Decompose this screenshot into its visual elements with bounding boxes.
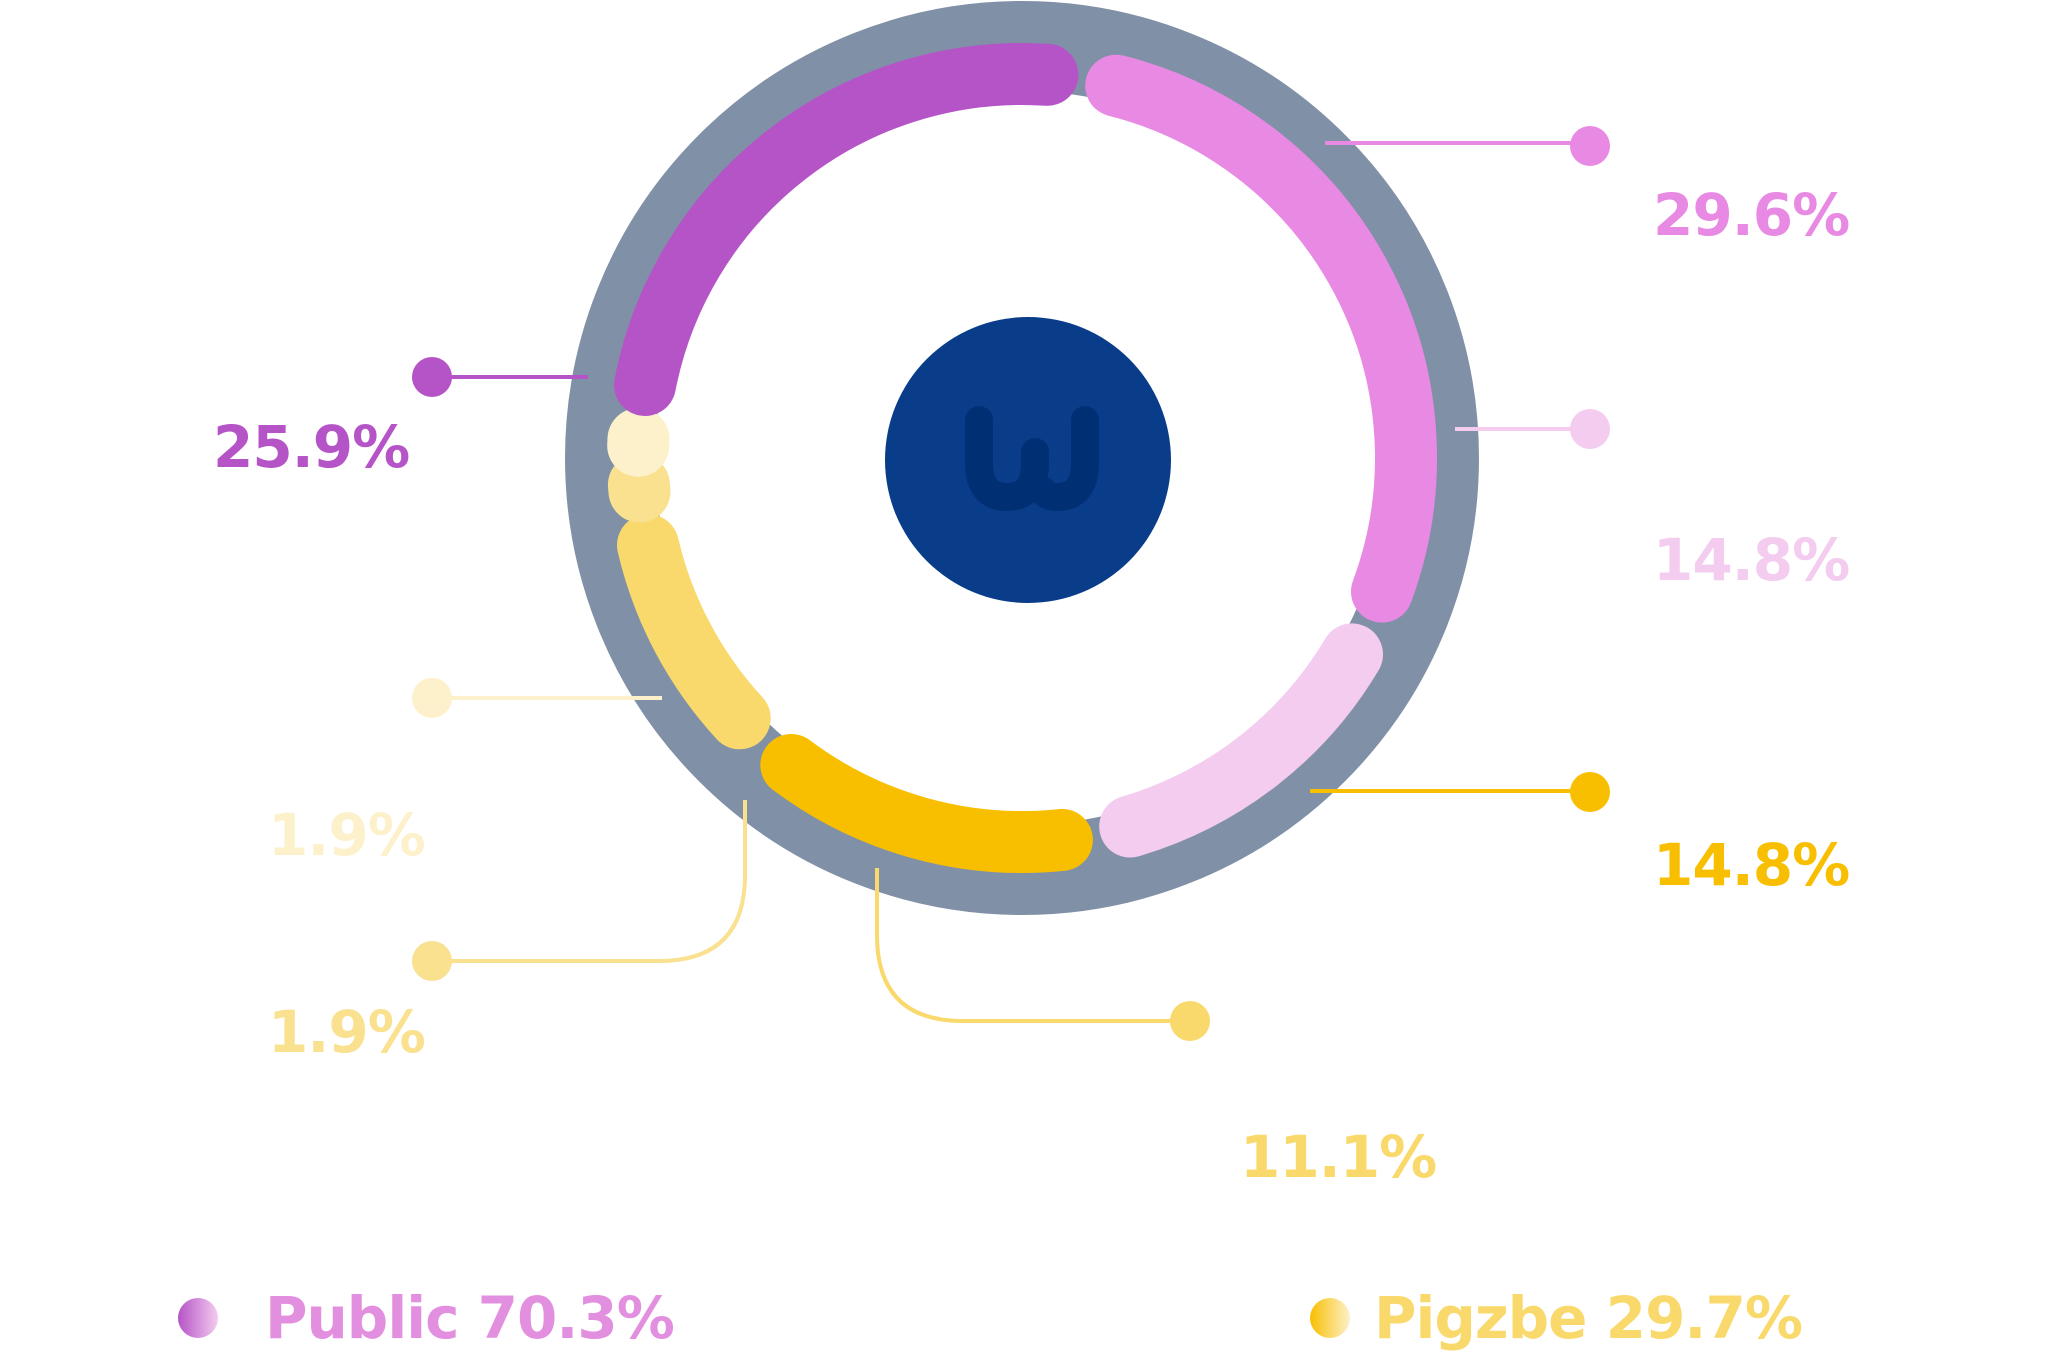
dot-14-8-gold bbox=[1570, 772, 1610, 812]
leader-11-1 bbox=[875, 868, 1190, 1023]
legend-public-label: Public 70.3% bbox=[265, 1284, 674, 1352]
legend-pigzbe-label: Pigzbe 29.7% bbox=[1374, 1284, 1802, 1352]
legend-public-swatch bbox=[178, 1298, 218, 1338]
segment-14-8-light bbox=[1099, 623, 1383, 858]
label-14-8-gold: 14.8% bbox=[1653, 831, 1849, 899]
leader-1-9-a bbox=[432, 800, 747, 963]
segment-1-9-a bbox=[607, 453, 671, 523]
dot-1-9-b bbox=[412, 678, 452, 718]
dot-29-6 bbox=[1570, 126, 1610, 166]
label-25-9: 25.9% bbox=[213, 413, 409, 481]
label-29-6: 29.6% bbox=[1653, 181, 1849, 249]
dot-25-9 bbox=[412, 357, 452, 397]
segment-14-8-gold bbox=[760, 734, 1093, 873]
segment-29-6 bbox=[1085, 54, 1437, 623]
wj-logo-icon bbox=[965, 406, 1099, 511]
segment-25-9 bbox=[614, 43, 1079, 416]
label-14-8-light: 14.8% bbox=[1653, 526, 1849, 594]
label-11-1: 11.1% bbox=[1240, 1123, 1436, 1191]
dot-14-8-light bbox=[1570, 409, 1610, 449]
segment-11-1 bbox=[617, 514, 771, 750]
label-1-9-a: 1.9% bbox=[268, 998, 425, 1066]
dot-11-1 bbox=[1170, 1001, 1210, 1041]
legend-pigzbe-swatch bbox=[1310, 1298, 1350, 1338]
dot-1-9-a bbox=[412, 941, 452, 981]
label-1-9-b: 1.9% bbox=[268, 801, 425, 869]
